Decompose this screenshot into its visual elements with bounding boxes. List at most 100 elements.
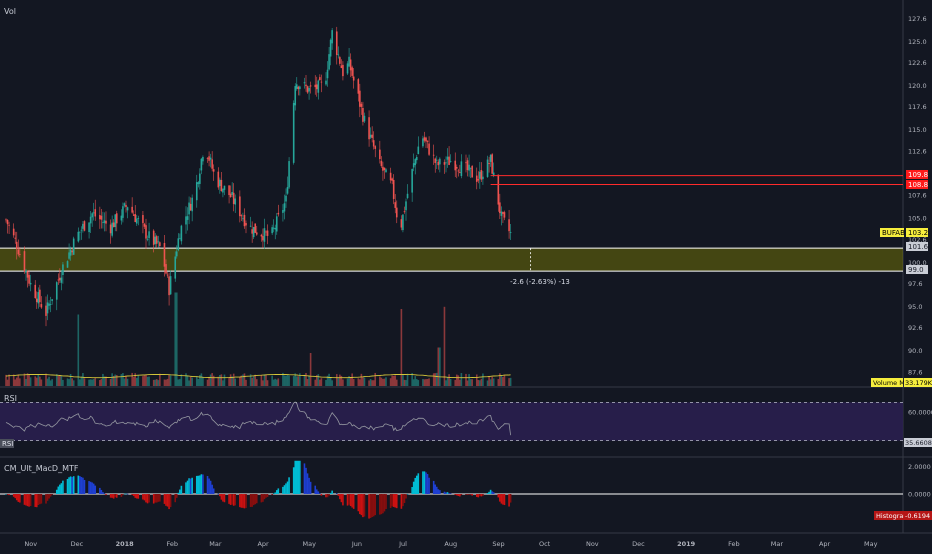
macd-bar <box>35 494 38 508</box>
macd-bar <box>265 494 267 498</box>
candle-body <box>432 154 435 156</box>
macd-bar <box>432 480 435 494</box>
volume-bar <box>411 373 413 386</box>
candle-body <box>317 80 320 93</box>
candle-body <box>122 206 124 218</box>
volume-bar <box>351 373 353 386</box>
macd-bar <box>109 494 112 498</box>
candle-body <box>457 170 460 172</box>
macd-bar <box>103 493 106 495</box>
volume-bar <box>231 376 233 386</box>
time-tick-label: Jun <box>351 540 362 548</box>
volume-bar <box>489 379 492 386</box>
macd-bar <box>14 494 17 499</box>
last-price-tag-bg <box>906 228 928 237</box>
volume-bar <box>105 376 107 386</box>
macd-bar <box>80 477 83 494</box>
candle-body <box>274 227 277 230</box>
candle-body <box>254 223 257 233</box>
candle-body <box>125 205 127 208</box>
macd-bar <box>460 494 463 496</box>
candle-body <box>435 159 438 161</box>
macd-bar <box>220 494 223 500</box>
volume-bar <box>457 375 460 386</box>
macd-bar <box>219 494 221 497</box>
macd-bar <box>426 474 429 494</box>
volume-bar <box>202 376 204 386</box>
candle-body <box>211 159 213 169</box>
volume-bar <box>132 376 135 386</box>
macd-bar <box>148 494 150 503</box>
macd-bar <box>228 494 230 504</box>
candle-body <box>111 222 113 236</box>
candle-body <box>475 175 478 182</box>
histogram-value: -0.6194 <box>905 512 930 520</box>
macd-bar <box>468 494 470 495</box>
macd-bar <box>185 482 187 494</box>
macd-bar <box>15 494 18 501</box>
volume-bar <box>242 374 244 386</box>
macd-bar <box>466 494 469 495</box>
macd-bar <box>415 475 418 494</box>
volume-bar <box>266 380 269 386</box>
candle-body <box>177 238 180 251</box>
candle-body <box>200 158 203 171</box>
macd-bar <box>135 494 138 499</box>
macd-bar <box>159 494 161 502</box>
volume-bar <box>145 374 147 386</box>
macd-bar <box>29 494 32 507</box>
volume-bar <box>497 379 500 386</box>
macd-bar <box>126 493 129 495</box>
volume-bar <box>372 380 375 386</box>
volume-bar <box>272 379 275 386</box>
volume-bar <box>389 378 392 386</box>
macd-bar <box>435 486 438 494</box>
macd-bar <box>26 494 29 507</box>
candle-body <box>499 202 501 214</box>
candle-body <box>19 254 21 255</box>
volume-bar <box>465 373 467 386</box>
candle-body <box>389 172 392 181</box>
macd-bar <box>299 460 301 494</box>
volume-bar <box>102 373 104 386</box>
volume-bar <box>335 374 338 386</box>
candle-body <box>186 216 189 220</box>
volume-bar <box>146 376 149 386</box>
candle-body <box>426 140 429 142</box>
candle-body <box>359 90 361 107</box>
time-tick-label: 2019 <box>677 540 696 548</box>
macd-bar <box>239 494 241 508</box>
lower-red-tag: 108.8 <box>908 181 928 189</box>
macd-bar <box>132 494 135 497</box>
time-tick-label: Nov <box>24 540 37 548</box>
candle-body <box>466 160 469 171</box>
candle-body <box>26 271 29 278</box>
volume-bar <box>471 379 473 386</box>
candle-body <box>208 156 210 161</box>
macd-bar <box>17 494 20 502</box>
macd-bar <box>94 485 97 494</box>
macd-bar <box>202 474 204 494</box>
volume-bar <box>306 379 309 386</box>
macd-bar <box>137 494 140 499</box>
volume-bar <box>228 377 230 386</box>
candle-body <box>57 279 60 281</box>
price-tick-label: 117.6 <box>908 103 927 111</box>
volume-bar <box>491 376 493 386</box>
candle-body <box>251 229 253 234</box>
volume-bar <box>189 376 192 386</box>
macd-bar <box>394 494 397 508</box>
macd-bar <box>297 460 300 494</box>
volume-bar <box>368 380 370 386</box>
volume-bar <box>479 380 481 386</box>
macd-bar <box>191 477 193 494</box>
volume-bar <box>219 374 221 386</box>
volume-bar <box>94 378 97 386</box>
candle-body <box>8 224 10 226</box>
candle-body <box>400 219 403 228</box>
macd-bar <box>292 467 295 494</box>
macd-bar <box>37 494 40 506</box>
volume-bar <box>468 374 470 386</box>
candle-body <box>48 303 50 306</box>
